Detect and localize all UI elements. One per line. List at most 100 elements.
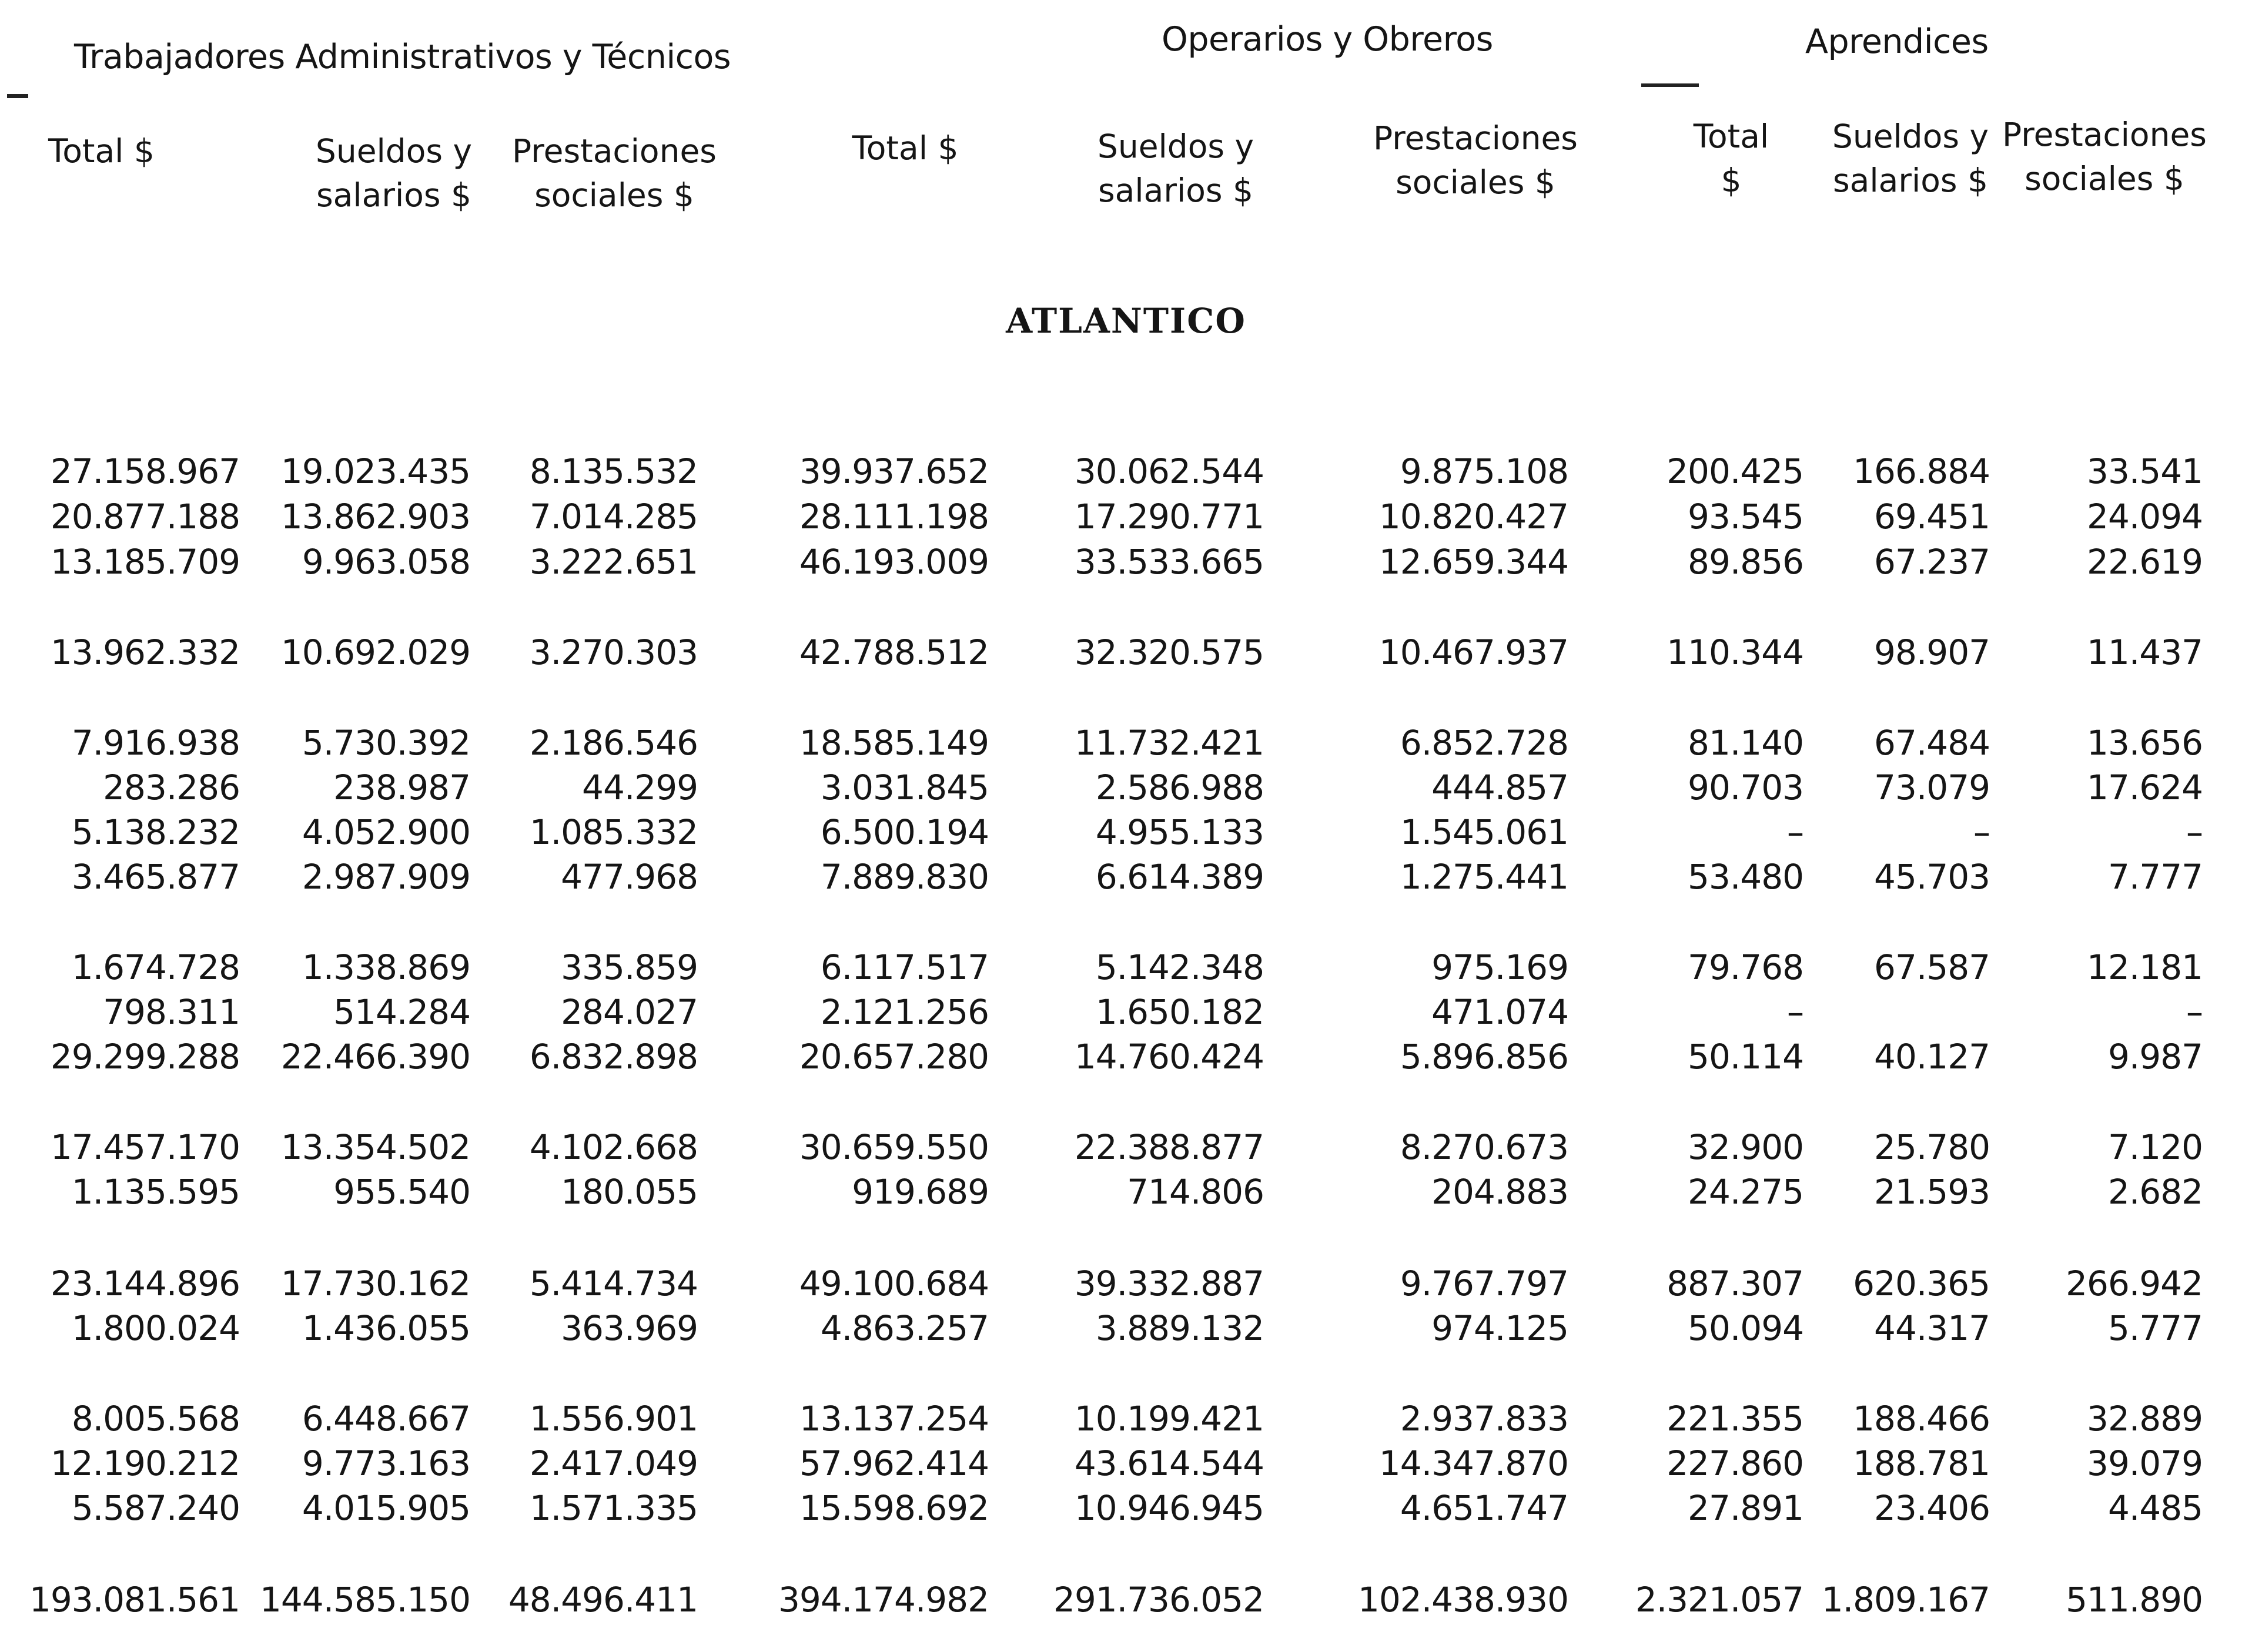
table-cell: 44.317 xyxy=(1874,1308,1990,1348)
table-cell: 6.448.667 xyxy=(302,1399,471,1439)
table-cell: 10.467.937 xyxy=(1378,632,1569,672)
table-cell: 444.857 xyxy=(1431,768,1569,807)
table-cell: 110.344 xyxy=(1667,632,1804,672)
table-cell: 6.832.898 xyxy=(529,1037,698,1077)
table-cell: 514.284 xyxy=(333,992,471,1032)
table-cell: 69.451 xyxy=(1874,497,1990,537)
table-cell: 81.140 xyxy=(1688,723,1804,763)
table-cell: 10.199.421 xyxy=(1074,1399,1264,1439)
table-cell: 10.692.029 xyxy=(280,632,471,672)
table-cell: 4.102.668 xyxy=(529,1127,698,1167)
table-cell: 9.875.108 xyxy=(1400,451,1569,491)
table-cell: 49.100.684 xyxy=(799,1264,989,1303)
table-cell: 2.987.909 xyxy=(302,857,471,897)
table-cell: 33.533.665 xyxy=(1074,542,1264,582)
table-cell: 4.863.257 xyxy=(820,1308,989,1348)
table-cell: 23.144.896 xyxy=(50,1264,240,1303)
column-header: Prestaciones sociales $ xyxy=(512,132,717,214)
table-cell: 11.732.421 xyxy=(1074,723,1264,763)
table-cell: 42.788.512 xyxy=(799,632,989,672)
scan-mark-aprendices xyxy=(1641,83,1699,87)
table-cell: 887.307 xyxy=(1667,1264,1804,1303)
table-cell: 8.270.673 xyxy=(1400,1127,1569,1167)
table-cell: 6.117.517 xyxy=(820,947,989,987)
table-cell: 227.860 xyxy=(1667,1443,1804,1483)
table-cell: – xyxy=(1973,812,1990,852)
table-cell: 10.820.427 xyxy=(1378,497,1569,537)
table-cell: 1.275.441 xyxy=(1400,857,1569,897)
table-cell: 620.365 xyxy=(1853,1264,1990,1303)
table-cell: 12.181 xyxy=(2087,947,2203,987)
table-cell: 9.767.797 xyxy=(1400,1264,1569,1303)
table-cell: 11.437 xyxy=(2087,632,2203,672)
column-header: Total $ xyxy=(48,132,155,170)
table-cell: 2.937.833 xyxy=(1400,1399,1569,1439)
table-cell: 1.436.055 xyxy=(302,1308,471,1348)
table-cell: 39.079 xyxy=(2087,1443,2203,1483)
column-header: Prestaciones sociales $ xyxy=(2002,116,2207,197)
table-cell: – xyxy=(1787,812,1804,852)
table-cell: 919.689 xyxy=(852,1172,989,1212)
table-cell: 22.466.390 xyxy=(280,1037,471,1077)
table-cell: 4.052.900 xyxy=(302,812,471,852)
column-header: Sueldos y salarios $ xyxy=(315,132,473,214)
table-cell: 3.465.877 xyxy=(71,857,240,897)
table-cell: 13.354.502 xyxy=(280,1127,471,1167)
scan-mark-left xyxy=(7,94,28,98)
table-cell: 30.659.550 xyxy=(799,1127,989,1167)
total-cell: 102.438.930 xyxy=(1358,1580,1569,1620)
table-cell: 67.587 xyxy=(1874,947,1990,987)
table-cell: 1.674.728 xyxy=(71,947,240,987)
table-cell: 204.883 xyxy=(1431,1172,1569,1212)
total-cell: 48.496.411 xyxy=(508,1580,698,1620)
total-cell: 291.736.052 xyxy=(1053,1580,1264,1620)
total-cell: 511.890 xyxy=(2066,1580,2203,1620)
section-title: ATLANTICO xyxy=(1006,301,1246,341)
table-cell: 12.190.212 xyxy=(50,1443,240,1483)
table-cell: 39.937.652 xyxy=(799,451,989,491)
table-cell: – xyxy=(2186,812,2203,852)
table-cell: 1.556.901 xyxy=(529,1399,698,1439)
table-cell: 98.907 xyxy=(1874,632,1990,672)
table-cell: 89.856 xyxy=(1688,542,1804,582)
table-cell: 2.121.256 xyxy=(820,992,989,1032)
table-cell: 2.586.988 xyxy=(1095,768,1264,807)
table-cell: 798.311 xyxy=(103,992,240,1032)
table-cell: 53.480 xyxy=(1688,857,1804,897)
table-cell: 32.900 xyxy=(1688,1127,1804,1167)
table-cell: 13.137.254 xyxy=(799,1399,989,1439)
table-cell: 50.114 xyxy=(1688,1037,1804,1077)
table-cell: 24.094 xyxy=(2087,497,2203,537)
table-cell: 188.466 xyxy=(1853,1399,1990,1439)
table-cell: 714.806 xyxy=(1127,1172,1264,1212)
table-cell: 4.015.905 xyxy=(302,1488,471,1528)
table-cell: 4.651.747 xyxy=(1400,1488,1569,1528)
table-cell: – xyxy=(1787,992,1804,1032)
table-cell: 8.135.532 xyxy=(529,451,698,491)
table-cell: 283.286 xyxy=(103,768,240,807)
group-header-admin: Trabajadores Administrativos y Técnicos xyxy=(74,38,731,76)
table-cell: 22.388.877 xyxy=(1074,1127,1264,1167)
table-cell: 13.185.709 xyxy=(50,542,240,582)
table-cell: 15.598.692 xyxy=(799,1488,989,1528)
table-cell: 73.079 xyxy=(1874,768,1990,807)
table-cell: 221.355 xyxy=(1667,1399,1804,1439)
table-cell: 335.859 xyxy=(561,947,698,987)
table-cell: 7.916.938 xyxy=(71,723,240,763)
table-cell: 2.186.546 xyxy=(529,723,698,763)
table-cell: 43.614.544 xyxy=(1074,1443,1264,1483)
table-cell: 4.955.133 xyxy=(1095,812,1264,852)
table-cell: 12.659.344 xyxy=(1378,542,1569,582)
table-cell: 17.624 xyxy=(2087,768,2203,807)
table-cell: 9.773.163 xyxy=(302,1443,471,1483)
table-cell: 33.541 xyxy=(2087,451,2203,491)
table-cell: – xyxy=(2186,992,2203,1032)
table-cell: 9.987 xyxy=(2107,1037,2203,1077)
table-cell: 180.055 xyxy=(561,1172,698,1212)
table-cell: 29.299.288 xyxy=(50,1037,240,1077)
table-cell: 79.768 xyxy=(1688,947,1804,987)
table-cell: 39.332.887 xyxy=(1074,1264,1264,1303)
table-cell: 1.545.061 xyxy=(1400,812,1569,852)
column-header: Sueldos y salarios $ xyxy=(1832,118,1989,199)
table-cell: 23.406 xyxy=(1874,1488,1990,1528)
